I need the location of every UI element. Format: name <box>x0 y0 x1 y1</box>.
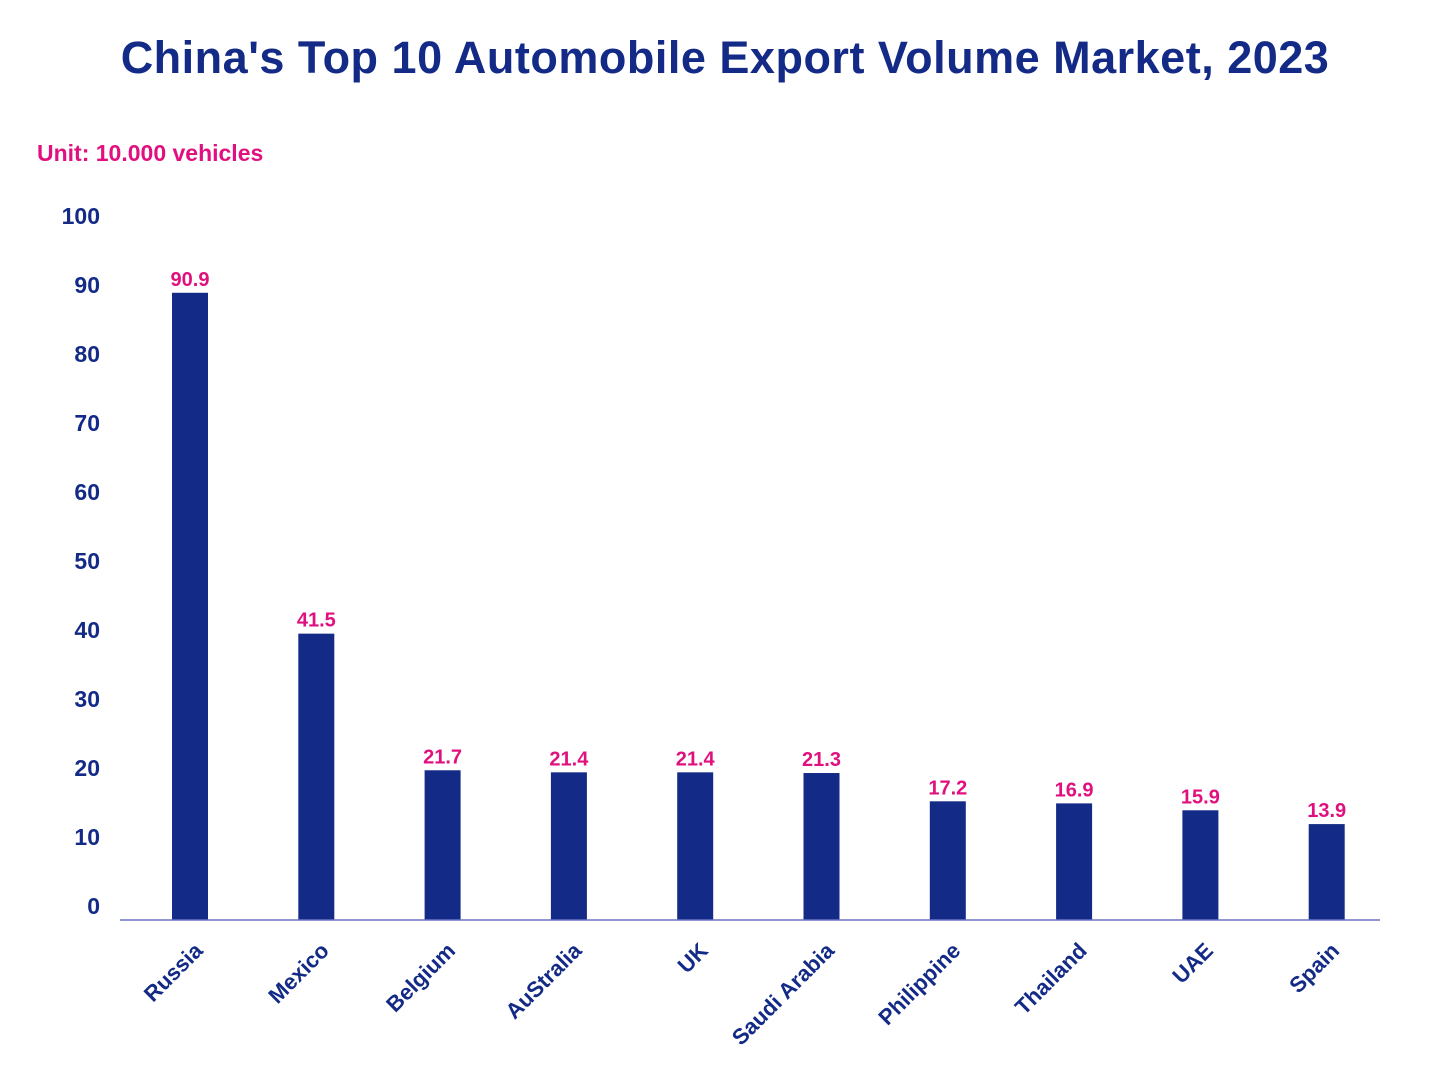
bar <box>1182 810 1219 920</box>
bar <box>803 773 840 920</box>
data-label: 17.2 <box>928 777 967 799</box>
y-tick-label: 40 <box>74 617 100 643</box>
unit-label: Unit: 10.000 vehicles <box>37 140 264 166</box>
bar <box>1308 824 1345 920</box>
bar <box>1056 803 1093 920</box>
chart-title: China's Top 10 Automobile Export Volume … <box>120 32 1330 83</box>
data-label: 41.5 <box>297 610 336 632</box>
x-tick-label: AuStralia <box>500 937 587 1024</box>
data-label: 21.4 <box>549 748 589 770</box>
y-tick-label: 70 <box>74 410 100 436</box>
y-tick-label: 60 <box>74 479 100 505</box>
x-tick-label: Thailand <box>1010 938 1092 1020</box>
data-label: 21.3 <box>802 749 841 771</box>
x-tick-label: Belgium <box>381 938 460 1017</box>
bar <box>298 633 335 920</box>
data-label: 15.9 <box>1181 786 1220 808</box>
data-label: 90.9 <box>171 269 210 291</box>
bar <box>677 772 714 920</box>
bar <box>424 770 461 920</box>
bar <box>550 772 587 920</box>
y-tick-label: 10 <box>74 824 100 850</box>
y-axis-ticks: 0 10 20 30 40 50 60 70 80 90 100 <box>62 203 100 919</box>
x-axis-labels: Russia Mexico Belgium AuStralia UK Saudi Arab… <box>139 937 1344 1050</box>
y-tick-label: 100 <box>62 203 100 229</box>
data-labels: 90.9 41.5 21.7 21.4 21.4 21.3 17.2 16.9 15.9 13.9 <box>171 269 1347 822</box>
data-label: 21.7 <box>423 746 462 768</box>
bars <box>172 292 1345 920</box>
y-tick-label: 20 <box>74 755 100 781</box>
x-tick-label: Russia <box>139 937 208 1006</box>
y-tick-label: 80 <box>74 341 100 367</box>
bar <box>929 801 966 920</box>
y-tick-label: 0 <box>87 893 100 919</box>
x-tick-label: UK <box>673 938 713 978</box>
data-label: 21.4 <box>676 748 716 770</box>
x-tick-label: Spain <box>1284 938 1344 998</box>
bar <box>172 292 208 920</box>
y-tick-label: 50 <box>74 548 100 574</box>
x-tick-label: Mexico <box>263 938 333 1008</box>
data-label: 13.9 <box>1307 800 1346 822</box>
x-tick-label: Philippine <box>873 938 965 1030</box>
y-tick-label: 30 <box>74 686 100 712</box>
x-tick-label: Saudi Arabia <box>727 937 840 1050</box>
y-tick-label: 90 <box>74 272 100 298</box>
x-tick-label: UAE <box>1167 938 1218 989</box>
data-label: 16.9 <box>1055 779 1094 801</box>
